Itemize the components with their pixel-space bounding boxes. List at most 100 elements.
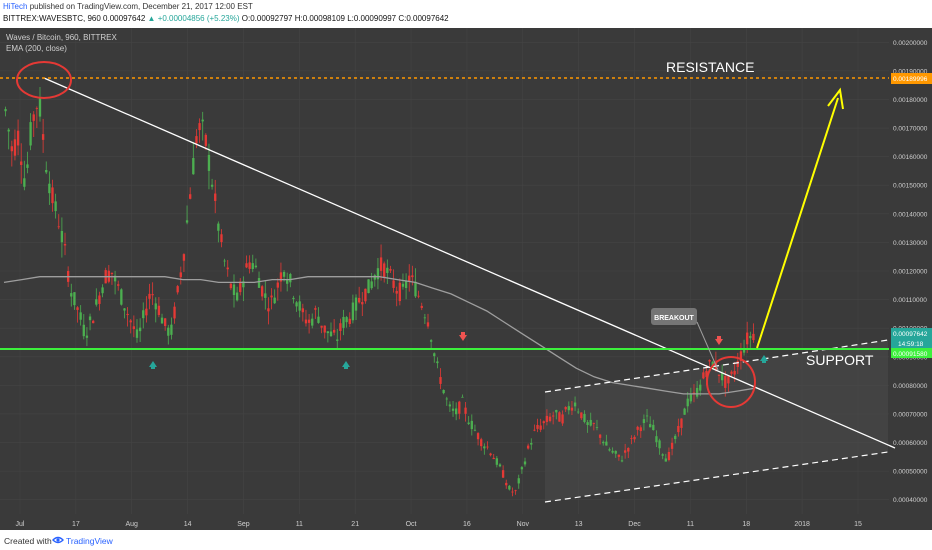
price-chart[interactable]: 0.00040000 0.00050000 0.00060000 0.00070000… xyxy=(0,28,932,538)
candle-body xyxy=(627,447,630,452)
candle-body xyxy=(129,320,132,323)
candle-body xyxy=(398,282,402,302)
candle-body xyxy=(323,325,326,333)
candle-body xyxy=(501,470,505,478)
candle-body xyxy=(57,226,60,228)
candle-body xyxy=(589,419,592,426)
x-tick-label: 18 xyxy=(742,521,750,528)
candle-body xyxy=(229,283,233,289)
x-tick-label: Oct xyxy=(406,521,417,528)
y-tick-label: 0.00110000 xyxy=(893,297,927,304)
buy-signal-marker-stem xyxy=(762,360,766,363)
candle-body xyxy=(292,297,295,300)
close-value: 0.00097642 xyxy=(103,14,146,23)
candle-body xyxy=(326,331,330,334)
candle-body xyxy=(508,485,511,490)
candle-body xyxy=(173,306,176,319)
candle-body xyxy=(658,440,661,449)
candle-body xyxy=(661,454,664,456)
candle-body xyxy=(605,441,608,446)
candle-body xyxy=(752,333,755,341)
candle-body xyxy=(98,295,101,304)
candle-body xyxy=(357,297,361,303)
candle-body xyxy=(495,458,499,465)
candle-body xyxy=(20,161,23,165)
candle-body xyxy=(530,442,533,445)
candle-body xyxy=(586,422,589,425)
candle-body xyxy=(498,464,502,467)
candle-body xyxy=(41,134,45,140)
candle-body xyxy=(113,275,117,282)
candle-body xyxy=(110,272,114,275)
candle-body xyxy=(289,274,292,283)
candle-body xyxy=(580,412,583,419)
candle-body xyxy=(351,302,355,321)
ema-200-line xyxy=(3,276,756,395)
candle-body xyxy=(317,316,320,323)
candle-body xyxy=(677,425,680,433)
candle-body xyxy=(85,335,89,338)
candle-body xyxy=(708,359,711,362)
buy-signal-marker-stem xyxy=(344,366,348,369)
buy-signal-marker xyxy=(149,361,157,367)
candle-body xyxy=(336,339,339,341)
sell-signal-marker-stem xyxy=(717,336,721,339)
candle-body xyxy=(201,119,204,122)
y-tick-label: 0.00080000 xyxy=(893,383,928,390)
candle-body xyxy=(126,313,129,316)
pair-title: Waves / Bitcoin, 960, BITTREX xyxy=(6,33,118,42)
resistance-annotation: RESISTANCE xyxy=(666,59,754,75)
candle-body xyxy=(383,263,386,278)
candle-body xyxy=(561,414,564,424)
candle-body xyxy=(311,318,314,326)
candle-body xyxy=(395,290,398,294)
candle-body xyxy=(145,308,148,316)
candle-body xyxy=(433,353,436,357)
candle-body xyxy=(429,340,433,342)
sell-signal-marker xyxy=(715,339,723,345)
candle-body xyxy=(7,129,10,132)
candle-body xyxy=(339,323,342,331)
created-with-text: Created with xyxy=(4,536,52,546)
tradingview-brand[interactable]: TradingView xyxy=(66,536,113,546)
x-tick-label: 11 xyxy=(687,521,694,528)
candle-body xyxy=(464,407,467,414)
candle-body xyxy=(733,370,736,375)
y-tick-label: 0.00040000 xyxy=(893,497,928,504)
buy-signal-marker-stem xyxy=(151,366,155,369)
candle-body xyxy=(476,433,480,440)
candle-body xyxy=(608,449,611,451)
candle-body xyxy=(192,158,195,175)
y-tick-label: 0.00070000 xyxy=(893,411,928,418)
sell-signal-marker-stem xyxy=(461,332,465,335)
candle-body xyxy=(367,279,370,294)
candle-body xyxy=(727,376,730,384)
candle-body xyxy=(411,275,414,278)
candle-body xyxy=(179,272,182,278)
candle-body xyxy=(79,312,82,320)
candle-body xyxy=(692,392,696,394)
ohlc-values: O:0.00092797 H:0.00098109 L:0.00090997 C… xyxy=(241,14,449,23)
candle-body xyxy=(505,482,508,486)
author-link[interactable]: HiTech xyxy=(3,2,28,11)
candle-body xyxy=(458,401,461,414)
buy-signal-marker xyxy=(342,361,350,367)
breakout-circle xyxy=(706,356,756,408)
candle-body xyxy=(539,425,542,430)
candle-body xyxy=(148,293,151,299)
price-scale[interactable] xyxy=(889,28,932,514)
candle-body xyxy=(195,136,198,144)
candle-body xyxy=(167,327,170,336)
channel-lower-line xyxy=(544,451,889,503)
header-bar: HiTech published on TradingView.com, Dec… xyxy=(0,0,932,28)
candle-body xyxy=(667,451,671,460)
candle-body xyxy=(649,424,652,428)
candle-body xyxy=(552,415,555,417)
candle-body xyxy=(270,295,273,298)
candle-body xyxy=(724,376,727,388)
candle-body xyxy=(154,303,157,310)
candle-body xyxy=(614,450,617,454)
candle-body xyxy=(132,326,136,330)
descending-trendline xyxy=(43,77,896,449)
candle-body xyxy=(445,398,448,400)
